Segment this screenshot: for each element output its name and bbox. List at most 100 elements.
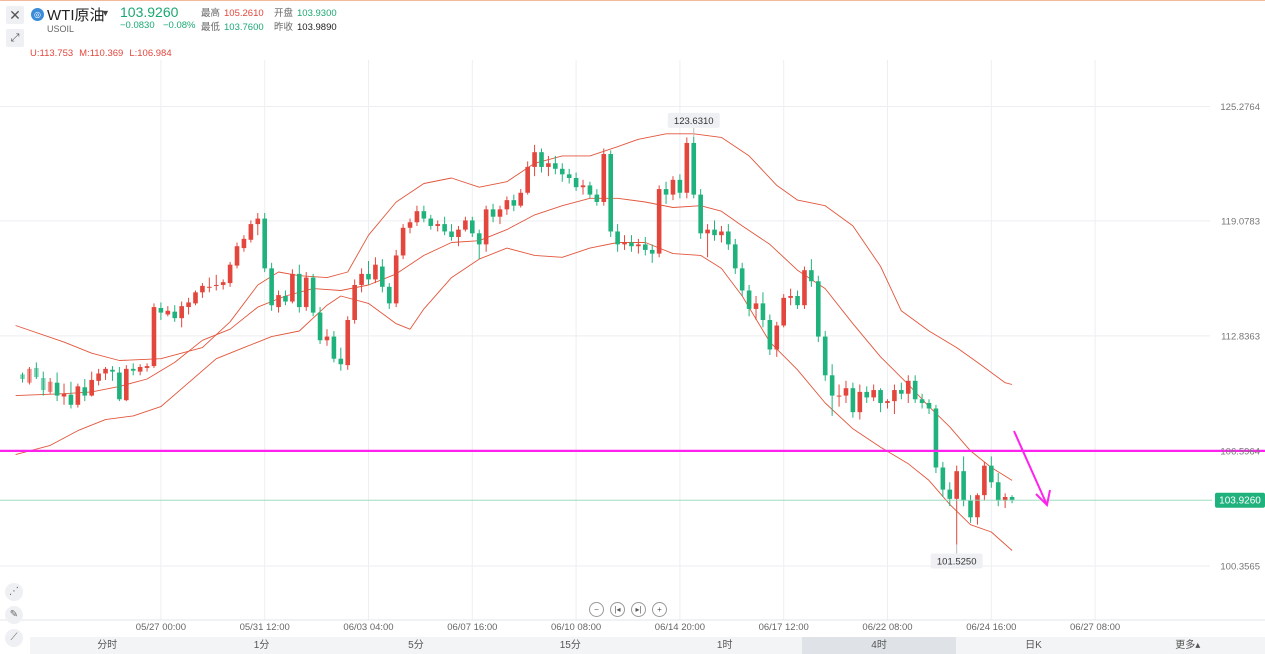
candle xyxy=(345,316,351,370)
timeframe-tab[interactable]: 5分 xyxy=(408,640,424,651)
candle-body xyxy=(816,281,821,337)
scroll-start-icon[interactable]: |◂ xyxy=(610,602,625,617)
candle-body xyxy=(546,163,551,167)
candle xyxy=(719,225,724,243)
bollinger-upper-value: U:113.753 xyxy=(30,48,74,59)
candle xyxy=(483,205,489,252)
candle xyxy=(68,381,74,409)
chart-background xyxy=(0,0,1265,637)
candle xyxy=(905,375,911,403)
candle xyxy=(476,229,482,260)
candle xyxy=(850,382,856,418)
candle-body xyxy=(297,273,302,308)
candle-body xyxy=(207,286,212,288)
candle-body xyxy=(400,227,406,256)
candle-body xyxy=(781,297,786,326)
candle xyxy=(580,179,586,195)
symbol-name[interactable]: WTI原油 xyxy=(47,7,105,24)
timeframe-tab[interactable]: 1时 xyxy=(716,640,733,651)
candle-body xyxy=(193,292,198,304)
timeframe-tab[interactable]: 日K xyxy=(1025,640,1042,651)
zoom-in-icon[interactable]: + xyxy=(652,602,667,617)
candle xyxy=(684,137,690,199)
candle-body xyxy=(975,495,980,518)
candle-body xyxy=(290,273,295,302)
candle xyxy=(110,366,115,381)
candle xyxy=(220,279,226,290)
candle-body xyxy=(269,268,274,306)
min-price-tag xyxy=(930,553,983,569)
timeframe-tab[interactable]: 4时 xyxy=(801,637,957,654)
candle xyxy=(124,365,129,402)
candle xyxy=(61,383,67,405)
candle-body xyxy=(151,307,157,367)
candle xyxy=(470,216,475,238)
fullscreen-button[interactable]: ⤢ xyxy=(6,29,24,47)
candle-body xyxy=(788,296,793,298)
candle xyxy=(317,307,323,344)
candle xyxy=(857,384,863,420)
timeframe-tab[interactable]: 更多▴ xyxy=(1175,640,1201,651)
zoom-out-icon[interactable]: − xyxy=(589,602,604,617)
candle xyxy=(373,257,378,284)
candle-body xyxy=(912,380,918,400)
candle-body xyxy=(982,465,987,496)
candle xyxy=(982,461,987,501)
scroll-end-icon[interactable]: ▸| xyxy=(631,602,646,617)
timeframe-tab[interactable]: 15分 xyxy=(559,640,581,651)
chart-type-icon[interactable]: ⟋ xyxy=(5,629,23,647)
candle xyxy=(677,174,683,199)
candle-body xyxy=(919,399,925,403)
candle xyxy=(629,235,634,252)
candle-body xyxy=(373,264,378,280)
last-price: 103.9260 xyxy=(120,4,179,20)
candle-body xyxy=(40,378,46,391)
candle xyxy=(338,347,344,371)
candle-body xyxy=(179,306,184,319)
candle-body xyxy=(746,290,752,309)
candle xyxy=(400,224,406,260)
candle-body xyxy=(961,471,966,501)
candle-body xyxy=(324,336,330,341)
symbol-dropdown-caret-icon[interactable]: ▼ xyxy=(101,8,110,18)
candle-body xyxy=(864,391,870,398)
candle-body xyxy=(553,163,558,169)
candle-body xyxy=(331,336,337,359)
candle-series xyxy=(20,136,1015,545)
timeframe-tab[interactable]: 1分 xyxy=(253,640,270,651)
candle-body xyxy=(580,185,586,188)
candle-body xyxy=(705,229,710,234)
bollinger-middle-value: M:110.369 xyxy=(79,48,124,59)
timeframe-tab[interactable]: 分时 xyxy=(97,640,118,651)
candle xyxy=(622,235,627,250)
close-button[interactable]: ✕ xyxy=(6,6,24,24)
candle-body xyxy=(989,465,994,483)
timeframe-bar: 分时 1分 5分 15分 1时 4时 日K 更多▴ xyxy=(30,637,1265,654)
candle xyxy=(47,378,53,394)
candle xyxy=(414,205,420,226)
candle-body xyxy=(54,382,60,396)
candle-body xyxy=(200,285,205,293)
candle-body xyxy=(809,270,814,282)
candle-body xyxy=(352,284,357,320)
candle-body xyxy=(1009,496,1015,501)
candle-body xyxy=(691,142,697,195)
candle xyxy=(670,176,676,201)
quote-high: 最高 105.2610 xyxy=(201,5,264,19)
candle-body xyxy=(995,482,1001,501)
candle xyxy=(137,364,143,376)
candle-body xyxy=(220,282,226,285)
indicator-tool-icon[interactable]: ⋰ xyxy=(5,583,23,601)
draw-pen-icon[interactable]: ✎ xyxy=(5,606,23,624)
candle-body xyxy=(822,336,828,376)
candle xyxy=(656,185,662,258)
candle xyxy=(836,384,842,407)
candle-body xyxy=(165,310,171,315)
candle-body xyxy=(649,249,655,254)
chart-annotations: 123.6310 101.5250 xyxy=(667,112,983,569)
candle xyxy=(75,383,81,408)
candle xyxy=(82,378,88,402)
candle xyxy=(497,205,503,225)
candle xyxy=(732,238,738,274)
